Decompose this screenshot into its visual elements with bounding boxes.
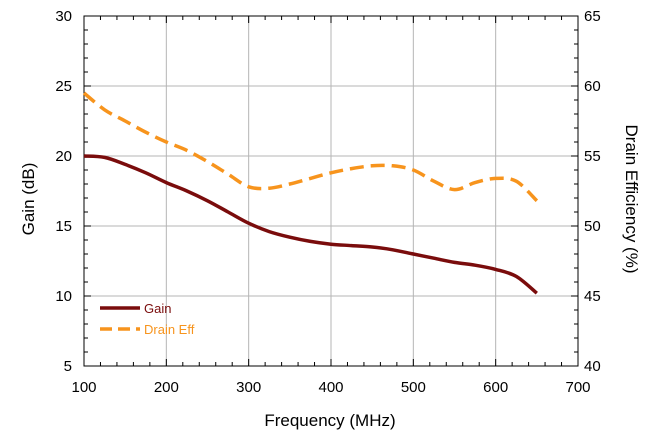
x-tick-label: 400 [318, 379, 343, 396]
y2-tick-label: 45 [584, 288, 601, 305]
plot-grid [84, 16, 578, 366]
x-tick-labels: 100 200 300 400 500 600 700 [71, 379, 590, 396]
legend: Gain Drain Eff [100, 301, 195, 337]
y2-axis-title: Drain Efficiency (%) [622, 125, 641, 274]
y2-tick-label: 60 [584, 78, 601, 95]
y-tick-label: 30 [55, 8, 72, 25]
x-tick-label: 100 [71, 379, 96, 396]
series-line-gain [83, 154, 538, 295]
x-tick-label: 200 [154, 379, 179, 396]
legend-label: Drain Eff [144, 322, 195, 337]
x-tick-label: 500 [401, 379, 426, 396]
x-axis-title: Frequency (MHz) [264, 411, 395, 430]
legend-label: Gain [144, 301, 171, 316]
y-tick-label: 10 [55, 288, 72, 305]
y2-tick-label: 55 [584, 148, 601, 165]
y2-tick-labels: 40 45 50 55 60 65 [584, 8, 601, 375]
y2-tick-label: 40 [584, 358, 601, 375]
x-tick-label: 600 [483, 379, 508, 396]
y-tick-labels: 5 10 15 20 25 30 [55, 8, 72, 375]
y-tick-label: 25 [55, 78, 72, 95]
y-tick-label: 5 [64, 358, 72, 375]
x-tick-label: 700 [565, 379, 590, 396]
y2-tick-label: 50 [584, 218, 601, 235]
x-tick-label: 300 [236, 379, 261, 396]
series-lines [82, 91, 539, 295]
series-line-drain-eff [82, 91, 539, 203]
axis-ticks [83, 15, 579, 367]
y2-tick-label: 65 [584, 8, 601, 25]
y-tick-label: 20 [55, 148, 72, 165]
y-tick-label: 15 [55, 218, 72, 235]
y-axis-title: Gain (dB) [19, 163, 38, 236]
